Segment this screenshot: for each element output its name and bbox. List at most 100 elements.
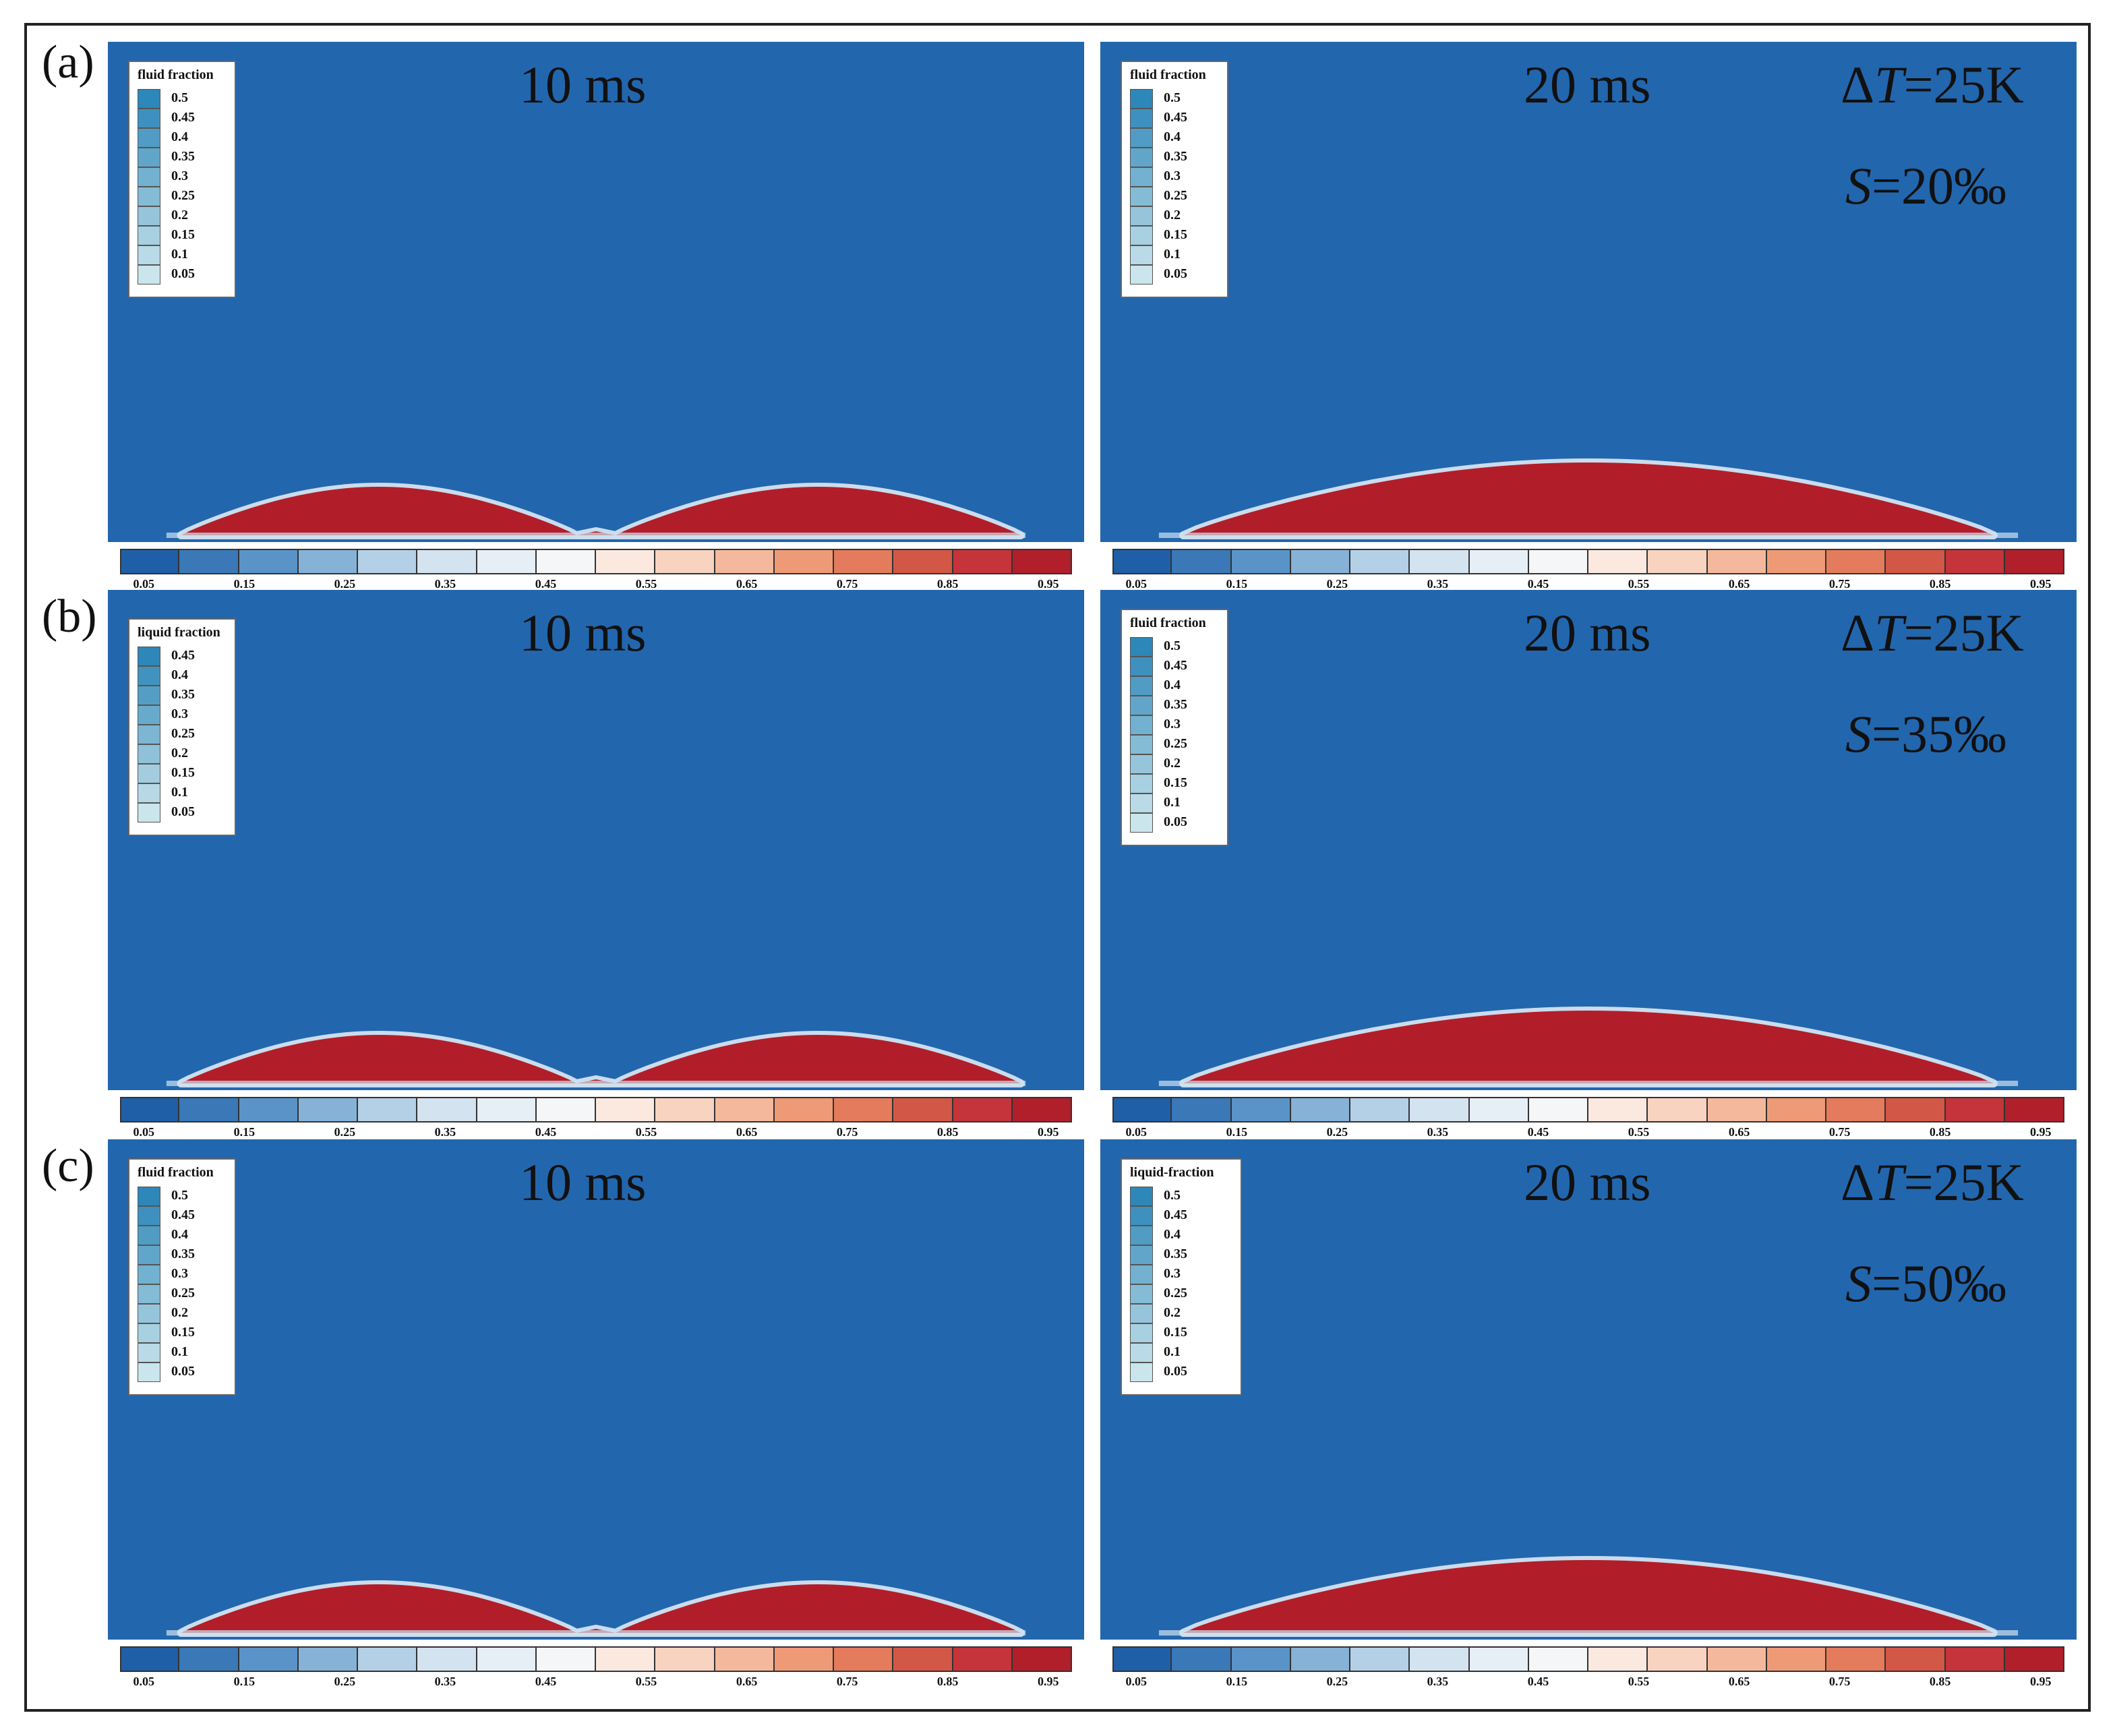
legend-swatch [1130, 1187, 1153, 1206]
legend-title: liquid fraction [138, 625, 220, 640]
phase-field [166, 1580, 1026, 1637]
colorbar-cell [417, 1097, 477, 1123]
legend-value: 0.25 [171, 1286, 195, 1300]
legend-swatch [138, 1343, 160, 1363]
colorbar-tick-label: 0.85 [936, 1675, 959, 1688]
legend-value: 0.15 [171, 765, 195, 780]
legend-value: 0.45 [171, 1207, 195, 1222]
colorbar-tick-label: 0.45 [535, 1675, 557, 1688]
colorbar-cell [179, 1646, 239, 1672]
wall-film [1158, 1081, 2019, 1086]
colorbar-cell [2004, 1646, 2064, 1672]
colorbar-tick-label: 0.95 [2029, 1125, 2052, 1139]
legend-value: 0.15 [171, 227, 195, 242]
colorbar-cell [179, 1097, 239, 1123]
colorbar-cell [1172, 549, 1232, 574]
legend-value: 0.05 [171, 1364, 195, 1379]
legend-value: 0.45 [1164, 658, 1187, 673]
legend-box: liquid-fraction 0.5 0.45 0.4 0.35 0.3 0.25 0.2 0… [1121, 1158, 1242, 1396]
legend-swatch [138, 245, 160, 265]
legend-swatch [138, 1245, 160, 1265]
legend-value: 0.3 [1164, 169, 1181, 183]
legend-value: 0.05 [1164, 266, 1187, 281]
temperature-label: ΔT=25K [1841, 1153, 2024, 1211]
colorbar-tick-label: 0.75 [1828, 1675, 1851, 1688]
colorbar-tick-label: 0.65 [1728, 1125, 1750, 1139]
legend-value: 0.35 [1164, 149, 1187, 164]
legend-swatch [1130, 148, 1153, 167]
legend-swatch [1130, 676, 1153, 696]
temperature-label: ΔT=25K [1841, 603, 2024, 662]
colorbar-tick-label: 0.65 [736, 577, 758, 591]
colorbar-tick-label: 0.75 [1828, 577, 1851, 591]
colorbar-cell [893, 1646, 953, 1672]
legend-swatch [1130, 1245, 1153, 1265]
colorbar-cell [477, 1646, 537, 1672]
legend-value: 0.05 [1164, 1364, 1187, 1379]
colorbar-cell [655, 549, 715, 574]
wall-film [166, 1630, 1026, 1636]
legend-swatch [138, 1323, 160, 1343]
legend-title: liquid-fraction [1130, 1165, 1214, 1180]
colorbar [120, 1646, 1072, 1672]
legend-swatch [138, 187, 160, 206]
colorbar-cell [1886, 549, 1946, 574]
legend-value: 0.05 [171, 804, 195, 819]
colorbar-cell [120, 1646, 180, 1672]
colorbar-cell [893, 549, 953, 574]
legend-box: liquid fraction 0.45 0.4 0.35 0.3 0.25 0.2 0.15… [128, 618, 236, 836]
colorbar-tick-label: 0.15 [233, 1675, 256, 1688]
colorbar-cell [1012, 549, 1072, 574]
legend-swatch [138, 783, 160, 803]
colorbar-tick-label: 0.05 [1125, 1125, 1148, 1139]
legend-value: 0.45 [171, 110, 195, 125]
legend-value: 0.2 [1164, 1305, 1181, 1320]
colorbar-cell [358, 1097, 418, 1123]
colorbar-cell [1826, 549, 1886, 574]
time-label: 10 ms [519, 55, 647, 114]
colorbar-tick-label: 0.25 [1326, 577, 1348, 591]
legend-swatch [138, 109, 160, 128]
colorbar-tick-label: 0.15 [233, 1125, 256, 1139]
legend-value: 0.25 [171, 188, 195, 203]
legend-value: 0.15 [1164, 1325, 1187, 1340]
colorbar-tick-label: 0.45 [1527, 1125, 1549, 1139]
colorbar-cell [1410, 549, 1470, 574]
colorbar-cell [1886, 1097, 1946, 1123]
legend-box: fluid fraction 0.5 0.45 0.4 0.35 0.3 0.25 0.2 0.… [128, 1158, 236, 1396]
colorbar-tick-label: 0.35 [434, 1125, 456, 1139]
simulation-panel [1100, 42, 2077, 542]
wall-film [1158, 1630, 2019, 1636]
colorbar-tick-label: 0.95 [2029, 1675, 2052, 1688]
colorbar-tick-label: 0.15 [233, 577, 256, 591]
colorbar-cell [477, 1097, 537, 1123]
colorbar-cell [120, 549, 180, 574]
legend-value: 0.2 [171, 746, 188, 760]
colorbar-cell [1886, 1646, 1946, 1672]
colorbar-cell [536, 1646, 596, 1672]
legend-swatch [1130, 1343, 1153, 1363]
colorbar-tick-label: 0.65 [1728, 577, 1750, 591]
legend-value: 0.3 [171, 707, 188, 721]
legend-swatch [138, 206, 160, 226]
colorbar-border [1112, 1097, 2064, 1123]
colorbar-tick-label: 0.55 [1628, 1675, 1650, 1688]
colorbar-cell [893, 1097, 953, 1123]
colorbar-tick-label: 0.85 [1929, 1125, 1951, 1139]
colorbar-cell [1410, 1097, 1470, 1123]
colorbar-cell [477, 549, 537, 574]
colorbar-cell [1648, 549, 1708, 574]
colorbar-tick-label: 0.85 [1929, 577, 1951, 591]
colorbar-cell [358, 549, 418, 574]
colorbar-cell [2004, 1097, 2064, 1123]
legend-value: 0.15 [171, 1325, 195, 1340]
colorbar-cell [298, 1646, 358, 1672]
colorbar-tick-label: 0.05 [133, 577, 155, 591]
colorbar-cell [1766, 549, 1826, 574]
colorbar-cell [1528, 549, 1588, 574]
colorbar-tick-label: 0.55 [635, 1675, 657, 1688]
legend-value: 0.2 [1164, 208, 1181, 222]
colorbar-cell [1350, 1646, 1410, 1672]
colorbar-tick-label: 0.35 [434, 1675, 456, 1688]
legend-value: 0.35 [1164, 1247, 1187, 1261]
